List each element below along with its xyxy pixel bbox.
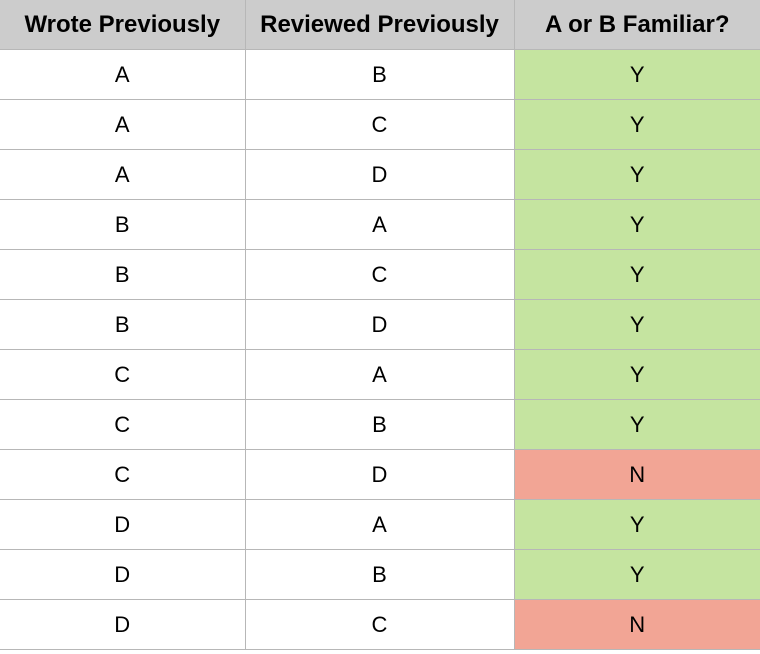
wrote-previously-cell: B — [0, 199, 246, 250]
familiar-cell: Y — [513, 299, 760, 350]
familiar-cell: Y — [513, 199, 760, 250]
reviewed-previously-cell: D — [244, 149, 515, 200]
familiar-cell: Y — [513, 49, 760, 100]
familiar-cell: Y — [513, 149, 760, 200]
wrote-previously-cell: C — [0, 449, 246, 500]
reviewed-previously-cell: A — [244, 349, 515, 400]
familiar-cell: N — [513, 599, 760, 650]
reviewed-previously-cell: B — [244, 549, 515, 600]
reviewed-previously-cell: D — [244, 299, 515, 350]
reviewed-previously-cell: A — [244, 499, 515, 550]
header-a-or-b-familiar: A or B Familiar? — [513, 0, 760, 50]
familiar-cell: Y — [513, 499, 760, 550]
wrote-previously-cell: C — [0, 349, 246, 400]
reviewed-previously-cell: D — [244, 449, 515, 500]
wrote-previously-cell: A — [0, 149, 246, 200]
header-reviewed-previously: Reviewed Previously — [244, 0, 515, 50]
wrote-previously-cell: D — [0, 499, 246, 550]
reviewed-previously-cell: C — [244, 99, 515, 150]
reviewed-previously-cell: C — [244, 599, 515, 650]
familiar-cell: Y — [513, 99, 760, 150]
reviewed-previously-cell: A — [244, 199, 515, 250]
wrote-previously-cell: D — [0, 599, 246, 650]
familiar-cell: Y — [513, 549, 760, 600]
wrote-previously-cell: A — [0, 99, 246, 150]
reviewed-previously-cell: B — [244, 399, 515, 450]
header-wrote-previously: Wrote Previously — [0, 0, 246, 50]
wrote-previously-cell: B — [0, 249, 246, 300]
reviewed-previously-cell: B — [244, 49, 515, 100]
wrote-previously-cell: B — [0, 299, 246, 350]
wrote-previously-cell: C — [0, 399, 246, 450]
wrote-previously-cell: D — [0, 549, 246, 600]
familiar-cell: Y — [513, 249, 760, 300]
wrote-previously-cell: A — [0, 49, 246, 100]
header-row: Wrote Previously Reviewed Previously A o… — [0, 0, 760, 50]
familiar-cell: Y — [513, 349, 760, 400]
familiar-cell: N — [513, 449, 760, 500]
reviewed-previously-cell: C — [244, 249, 515, 300]
familiar-cell: Y — [513, 399, 760, 450]
